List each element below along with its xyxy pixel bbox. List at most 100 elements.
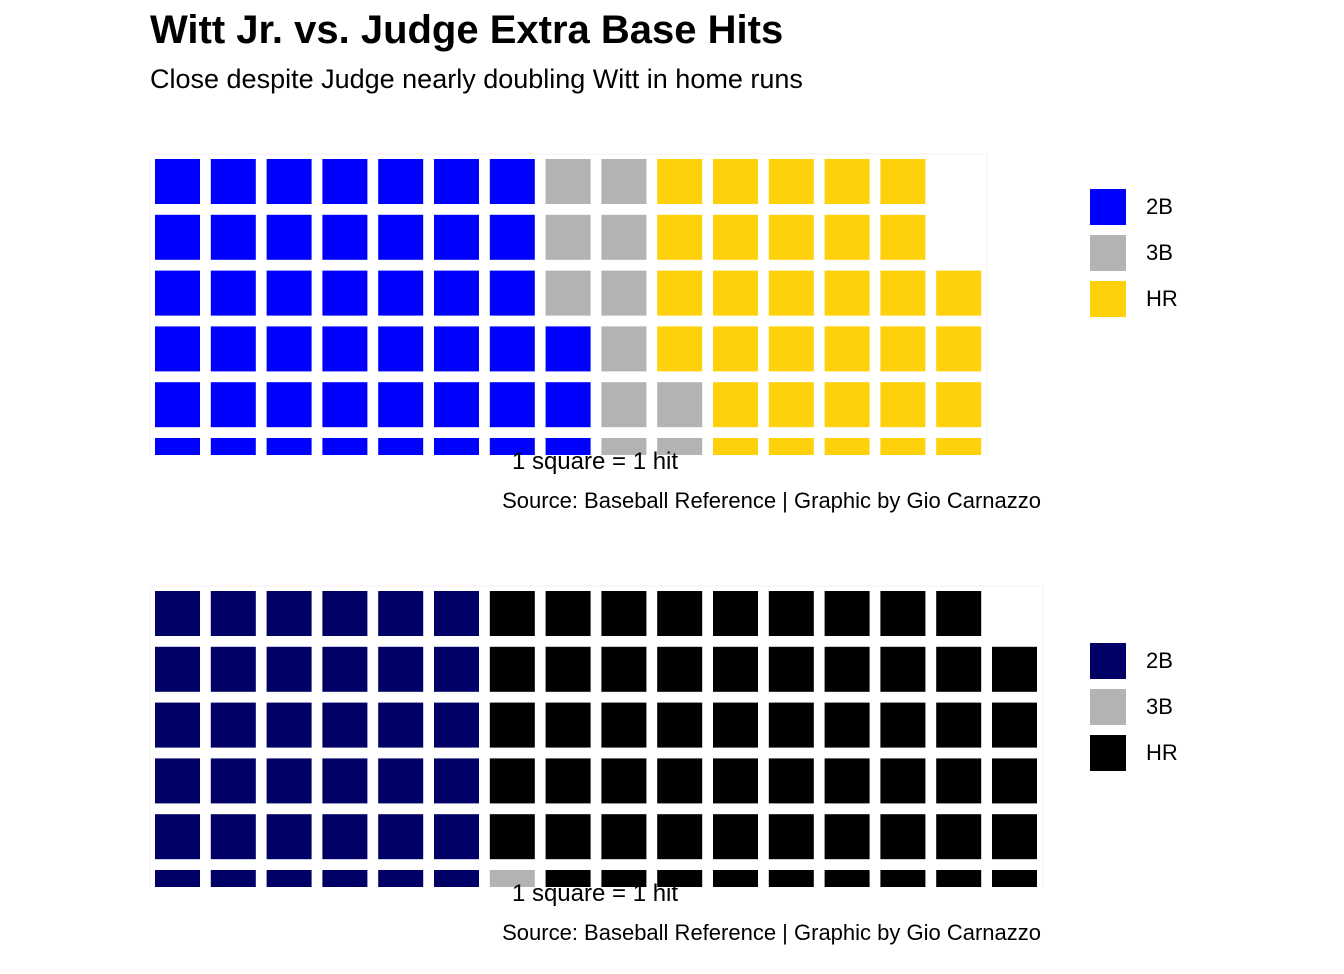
waffle-square-hr [657, 214, 703, 260]
waffle-square-hr [992, 814, 1037, 860]
waffle-square-3b [657, 438, 703, 455]
waffle-square-2b [378, 702, 424, 748]
waffle-square-3b [545, 214, 591, 260]
waffle-square-2b [378, 438, 424, 455]
waffle-square-hr [713, 646, 758, 692]
waffle-square-2b [434, 214, 479, 260]
waffle-square-hr [489, 702, 535, 748]
waffle-square-2b [322, 646, 368, 692]
waffle-square-hr [824, 326, 870, 372]
waffle-square-2b [210, 382, 256, 428]
waffle-square-hr [545, 702, 591, 748]
waffle-square-2b [378, 814, 424, 860]
legend: 2B 3B HR [1090, 638, 1178, 776]
waffle-square-hr [824, 870, 870, 887]
waffle-square-hr [713, 870, 758, 887]
waffle-square-hr [601, 591, 647, 636]
waffle-square-2b [378, 382, 424, 428]
waffle-square-2b [378, 270, 424, 316]
waffle-square-hr [880, 382, 926, 428]
waffle-square-hr [824, 159, 870, 204]
waffle-square-hr [936, 646, 982, 692]
waffle-square-2b [210, 438, 256, 455]
legend-swatch-hr [1090, 735, 1126, 771]
waffle-square-3b [545, 159, 591, 204]
waffle-square-3b [601, 326, 647, 372]
source-note: Source: Baseball Reference | Graphic by … [502, 488, 1041, 513]
chart-title: Witt Jr. vs. Judge Extra Base Hits [150, 8, 784, 52]
waffle-square-hr [657, 814, 703, 860]
waffle-square-2b [210, 814, 256, 860]
waffle-square-2b [489, 214, 535, 260]
waffle-square-2b [266, 326, 312, 372]
waffle-square-hr [936, 438, 982, 455]
waffle-square-2b [155, 438, 200, 455]
legend-label-3b: 3B [1146, 240, 1173, 265]
unit-caption: 1 square = 1 hit [511, 880, 679, 907]
waffle-square-hr [824, 591, 870, 636]
waffle-square-2b [155, 326, 200, 372]
waffle-square-2b [266, 159, 312, 204]
waffle-square-2b [489, 270, 535, 316]
waffle-square-2b [434, 326, 479, 372]
legend-swatch-2b [1090, 643, 1126, 679]
waffle-square-hr [768, 159, 814, 204]
waffle-square-2b [210, 702, 256, 748]
waffle-square-2b [322, 438, 368, 455]
waffle-square-hr [768, 382, 814, 428]
waffle-square-hr [601, 814, 647, 860]
waffle-square-hr [713, 438, 758, 455]
waffle-square-hr [768, 591, 814, 636]
waffle-square-2b [266, 646, 312, 692]
waffle-square-2b [434, 646, 479, 692]
waffle-square-2b [266, 870, 312, 887]
legend: 2B 3B HR [1090, 184, 1178, 322]
waffle-square-hr [768, 702, 814, 748]
waffle-square-2b [378, 326, 424, 372]
waffle-square-hr [489, 814, 535, 860]
legend-item-3b: 3B [1090, 684, 1178, 730]
waffle-square-hr [768, 214, 814, 260]
waffle-square-hr [880, 270, 926, 316]
waffle-square-2b [322, 159, 368, 204]
waffle-square-hr [713, 702, 758, 748]
waffle-square-hr [657, 702, 703, 748]
legend-item-hr: HR [1090, 730, 1178, 776]
waffle-square-hr [545, 870, 591, 887]
waffle-square-2b [322, 382, 368, 428]
waffle-square-2b [434, 814, 479, 860]
waffle-square-hr [936, 870, 982, 887]
waffle-square-hr [489, 758, 535, 804]
waffle-square-hr [880, 591, 926, 636]
waffle-square-2b [155, 382, 200, 428]
waffle-square-2b [155, 270, 200, 316]
waffle-square-2b [434, 159, 479, 204]
waffle-square-2b [210, 591, 256, 636]
waffle-square-hr [824, 702, 870, 748]
waffle-square-hr [768, 870, 814, 887]
waffle-square-hr [880, 702, 926, 748]
waffle-square-2b [545, 438, 591, 455]
waffle-square-2b [322, 702, 368, 748]
legend-swatch-2b [1090, 189, 1126, 225]
waffle-square-hr [657, 870, 703, 887]
waffle-square-2b [210, 758, 256, 804]
waffle-square-2b [155, 214, 200, 260]
waffle-square-hr [880, 438, 926, 455]
unit-caption: 1 square = 1 hit [511, 448, 679, 475]
waffle-square-hr [824, 382, 870, 428]
waffle-square-hr [657, 758, 703, 804]
legend-item-3b: 3B [1090, 230, 1178, 276]
waffle-square-hr [824, 814, 870, 860]
waffle-square-2b [155, 870, 200, 887]
waffle-square-hr [601, 646, 647, 692]
waffle-square-hr [768, 270, 814, 316]
waffle-square-2b [434, 270, 479, 316]
waffle-square-hr [936, 591, 982, 636]
waffle-square-hr [768, 758, 814, 804]
legend-item-hr: HR [1090, 276, 1178, 322]
waffle-square-hr [489, 591, 535, 636]
waffle-square-2b [378, 758, 424, 804]
legend-swatch-3b [1090, 689, 1126, 725]
waffle-square-hr [880, 159, 926, 204]
